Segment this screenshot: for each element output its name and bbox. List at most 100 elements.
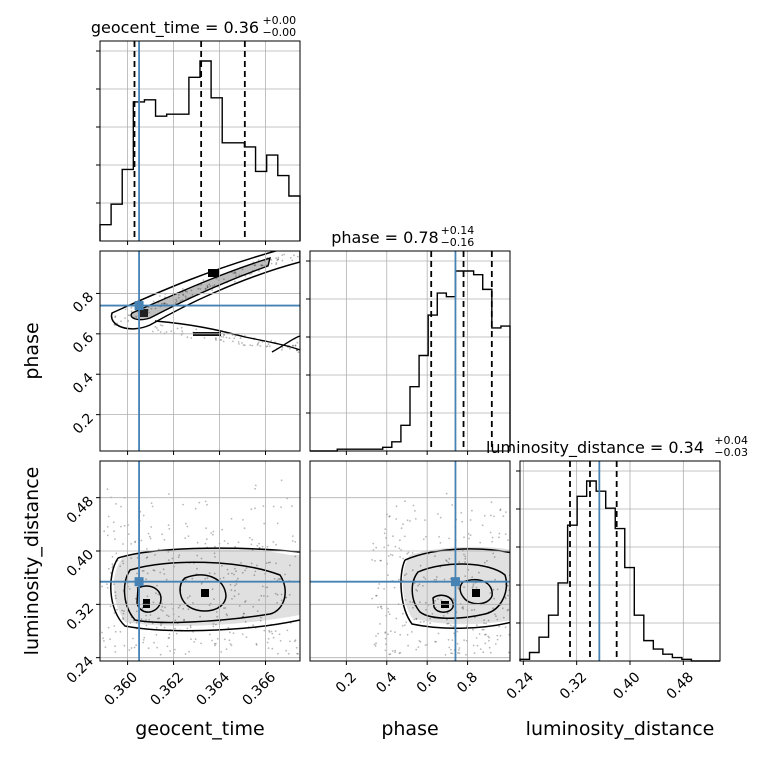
scatter-point: [154, 325, 157, 328]
histogram-phase: [310, 270, 511, 452]
scatter-point: [384, 632, 387, 634]
scatter-point: [231, 598, 233, 600]
tick-label-x: 0.360: [102, 669, 142, 709]
scatter-point: [225, 613, 228, 615]
scatter-point: [190, 289, 193, 292]
scatter-point: [257, 341, 260, 344]
scatter-point: [256, 544, 259, 547]
scatter-point: [443, 578, 446, 581]
scatter-point: [231, 572, 233, 575]
scatter-point: [204, 542, 207, 545]
scatter-point: [400, 549, 402, 551]
scatter-point: [275, 562, 277, 565]
scatter-point: [151, 622, 154, 625]
y-axis-label-1: phase: [21, 322, 43, 379]
scatter-point: [214, 338, 217, 340]
scatter-point: [272, 541, 275, 543]
scatter-point: [179, 604, 181, 607]
scatter-point: [168, 493, 170, 495]
scatter-point: [439, 516, 442, 519]
scatter-point: [213, 598, 215, 600]
scatter-point: [256, 344, 259, 346]
scatter-point: [184, 537, 187, 539]
scatter-point: [456, 630, 459, 633]
scatter-point: [504, 597, 507, 600]
scatter-point: [210, 532, 213, 534]
scatter-point: [182, 293, 185, 296]
scatter-point: [127, 533, 130, 535]
scatter-point: [204, 500, 207, 503]
scatter-point: [152, 300, 155, 303]
scatter-point: [280, 479, 283, 482]
tick-label-y: 0.4: [70, 370, 97, 397]
scatter-point: [140, 539, 143, 542]
scatter-point: [276, 593, 279, 596]
scatter-point: [419, 601, 421, 604]
scatter-point: [185, 297, 187, 299]
scatter-point: [294, 541, 297, 543]
scatter-point: [277, 652, 279, 655]
scatter-point: [230, 644, 233, 647]
tick-label-x: 0.40: [610, 669, 643, 702]
scatter-point: [151, 505, 154, 508]
scatter-point: [471, 576, 474, 579]
scatter-point: [446, 622, 449, 625]
x-axis-label-0: geocent_time: [135, 718, 264, 740]
scatter-point: [132, 637, 134, 640]
scatter-point: [276, 602, 278, 604]
scatter-point: [165, 578, 168, 581]
scatter-point: [186, 525, 189, 528]
scatter-point: [136, 556, 139, 559]
scatter-point: [488, 636, 491, 639]
scatter-point: [222, 576, 225, 579]
scatter-point: [295, 349, 298, 352]
scatter-point: [473, 608, 476, 611]
scatter-point: [215, 623, 217, 626]
scatter-point: [395, 518, 398, 520]
scatter-point: [109, 605, 112, 608]
scatter-point: [204, 577, 207, 580]
scatter-point: [250, 562, 253, 565]
scatter-point: [399, 633, 402, 636]
scatter-point: [211, 639, 213, 642]
density-peak-1: [208, 269, 219, 277]
scatter-point: [445, 492, 448, 495]
scatter-point: [208, 604, 211, 607]
tick-label-y: 0.40: [64, 547, 97, 580]
scatter-point: [119, 630, 122, 633]
scatter-point: [157, 329, 160, 331]
scatter-point: [235, 275, 237, 277]
scatter-point: [451, 652, 454, 655]
scatter-point: [289, 347, 291, 350]
scatter-point: [114, 645, 116, 648]
scatter-point: [475, 637, 478, 639]
scatter-point: [134, 540, 137, 543]
scatter-point: [122, 562, 125, 565]
scatter-point: [106, 534, 109, 537]
scatter-point: [134, 597, 137, 600]
scatter-point: [394, 651, 396, 654]
scatter-point: [375, 594, 377, 597]
scatter-point: [289, 640, 291, 643]
scatter-point: [223, 540, 226, 542]
scatter-point: [463, 586, 465, 588]
scatter-point: [196, 567, 198, 570]
scatter-point: [502, 616, 505, 619]
scatter-point: [457, 586, 460, 589]
scatter-point: [274, 592, 277, 595]
scatter-point: [194, 507, 197, 510]
scatter-point: [490, 514, 492, 517]
contour-2-geocent-luminosity: [123, 561, 286, 624]
scatter-point: [160, 302, 163, 305]
scatter-point: [195, 328, 198, 331]
scatter-point: [114, 316, 117, 319]
scatter-point: [179, 300, 182, 302]
scatter-point: [438, 535, 440, 538]
scatter-point: [375, 546, 378, 549]
scatter-point: [174, 648, 176, 651]
scatter-point: [437, 513, 439, 515]
scatter-point: [398, 547, 401, 550]
y-axis-label-2: luminosity_distance: [21, 467, 43, 656]
scatter-point: [142, 514, 145, 517]
scatter-point: [375, 635, 377, 637]
